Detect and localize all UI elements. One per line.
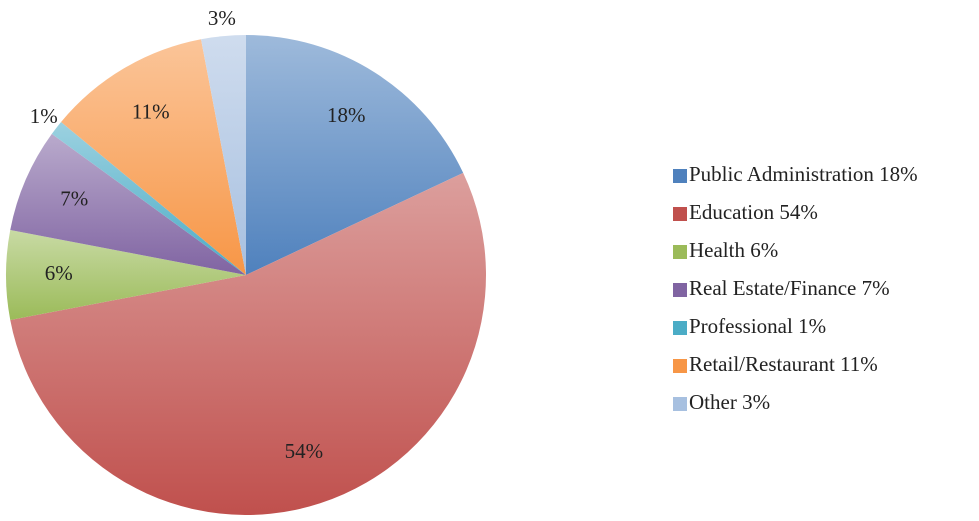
pie-slice <box>10 133 247 275</box>
data-label: 54% <box>285 439 324 463</box>
legend-swatch <box>673 283 687 297</box>
pie-slice <box>246 35 464 275</box>
data-label: 7% <box>60 186 88 210</box>
data-label: 6% <box>45 261 73 285</box>
data-label: 1% <box>30 104 58 128</box>
data-label: 3% <box>208 6 236 30</box>
legend-swatch <box>673 359 687 373</box>
legend-swatch <box>673 169 687 183</box>
data-label: 18% <box>327 103 366 127</box>
pie-slice <box>51 122 246 275</box>
legend-swatch <box>673 245 687 259</box>
legend-label: Retail/Restaurant 11% <box>689 352 878 376</box>
legend-label: Professional 1% <box>689 314 826 338</box>
pie-slice <box>5 230 246 320</box>
pie-slice <box>10 172 486 515</box>
legend-label: Education 54% <box>689 200 818 224</box>
legend-label: Public Administration 18% <box>689 162 918 186</box>
legend-swatch <box>673 207 687 221</box>
pie-slice <box>61 39 247 275</box>
legend-label: Health 6% <box>689 238 778 262</box>
data-label: 11% <box>132 100 170 124</box>
legend-label: Real Estate/Finance 7% <box>689 276 890 300</box>
pie-slice <box>201 35 246 275</box>
legend-label: Other 3% <box>689 390 770 414</box>
legend-swatch <box>673 321 687 335</box>
legend-swatch <box>673 397 687 411</box>
